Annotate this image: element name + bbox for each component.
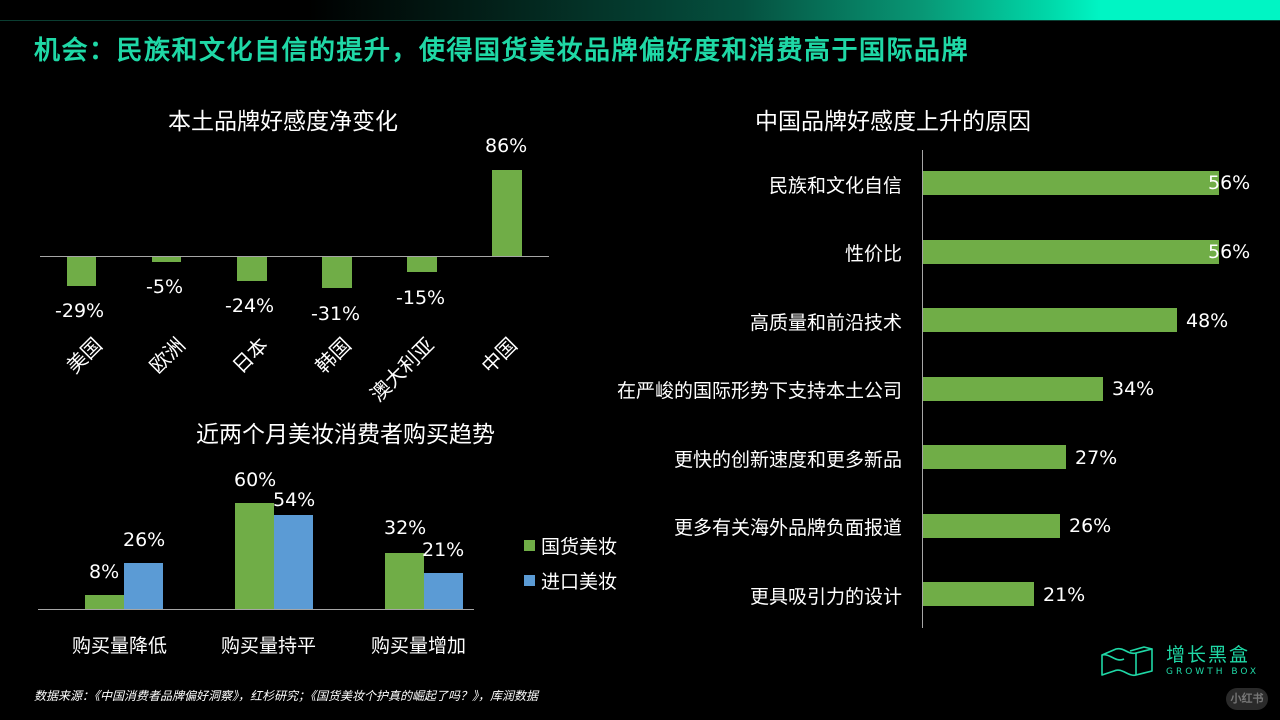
- header-divider: [0, 20, 1280, 21]
- chart2-baseline: [38, 609, 474, 610]
- chart3-bar-3: [923, 377, 1103, 401]
- chart2-value-decrease-imported: 26%: [123, 529, 166, 551]
- chart3-value-0: 56%: [1208, 172, 1251, 194]
- chart2-value-increase-imported: 21%: [422, 539, 465, 561]
- chart2-bar-increase-imported: [424, 573, 463, 609]
- chart2-value-flat-domestic: 60%: [234, 469, 277, 491]
- legend-label: 进口美妆: [541, 571, 618, 593]
- chart1-value-australia: -15%: [396, 287, 446, 309]
- chart2-value-flat-imported: 54%: [273, 489, 316, 511]
- chart1-bar-korea: [322, 257, 352, 288]
- logo-chinese-name: 增长黑盒: [1166, 644, 1251, 666]
- chart3-value-4: 27%: [1075, 447, 1118, 469]
- chart2-bar-flat-imported: [274, 515, 313, 609]
- chart2-category-increase: 购买量增加: [371, 635, 467, 657]
- chart1-category-japan: 日本: [227, 332, 273, 379]
- chart1-baseline: [40, 256, 549, 257]
- chart2-value-decrease-domestic: 8%: [89, 561, 120, 583]
- chart3-bar-4: [923, 445, 1066, 469]
- chart3-label-2: 高质量和前沿技术: [749, 312, 902, 334]
- chart1-bar-japan: [237, 257, 267, 281]
- chart1-category-europe: 欧洲: [144, 332, 190, 379]
- chart1-value-usa: -29%: [55, 300, 105, 322]
- chart3-value-6: 21%: [1043, 584, 1086, 606]
- chart3-bar-5: [923, 514, 1060, 538]
- chart1-bar-china: [492, 170, 522, 256]
- chart2-bar-decrease-imported: [124, 563, 163, 609]
- page-title: 机会：民族和文化自信的提升，使得国货美妆品牌偏好度和消费高于国际品牌: [34, 36, 970, 66]
- chart1-value-china: 86%: [485, 135, 528, 157]
- chart3-label-0: 民族和文化自信: [768, 175, 902, 197]
- chart2-legend-imported: 进口美妆: [524, 567, 617, 594]
- chart3-label-1: 性价比: [844, 243, 902, 265]
- chart3-value-3: 34%: [1112, 378, 1155, 400]
- chart2-category-decrease: 购买量降低: [72, 635, 168, 657]
- chart2-title: 近两个月美妆消费者购买趋势: [196, 422, 495, 448]
- chart2-bar-increase-domestic: [385, 553, 424, 609]
- chart1-category-usa: 美国: [61, 332, 107, 379]
- chart3-label-5: 更多有关海外品牌负面报道: [673, 517, 902, 539]
- chart2-value-increase-domestic: 32%: [384, 517, 427, 539]
- legend-swatch-blue: [524, 575, 535, 586]
- chart2-legend-domestic: 国货美妆: [524, 532, 617, 559]
- growth-box-logo: 增长黑盒 GROWTH BOX: [1100, 645, 1259, 677]
- box-logo-icon: [1101, 646, 1153, 677]
- legend-swatch-green: [524, 540, 535, 551]
- chart3-label-3: 在严峻的国际形势下支持本土公司: [616, 380, 902, 402]
- logo-english-name: GROWTH BOX: [1166, 667, 1260, 677]
- chart1-category-korea: 韩国: [310, 332, 356, 379]
- chart1-category-australia: 澳大利亚: [365, 332, 439, 407]
- chart2-bar-flat-domestic: [235, 503, 274, 609]
- chart1-value-korea: -31%: [311, 303, 361, 325]
- legend-label: 国货美妆: [541, 536, 618, 558]
- chart3-label-4: 更快的创新速度和更多新品: [673, 449, 902, 471]
- chart3-bar-6: [923, 582, 1034, 606]
- chart1-bar-europe: [152, 257, 181, 262]
- chart1-category-china: 中国: [476, 332, 522, 379]
- chart1-value-japan: -24%: [225, 295, 275, 317]
- chart3-bar-1: [923, 240, 1219, 264]
- data-source-note: 数据来源：《中国消费者品牌偏好洞察》，红杉研究；《国货美妆个护真的崛起了吗？》，…: [34, 689, 539, 703]
- chart3-value-1: 56%: [1208, 241, 1251, 263]
- header-gradient-bar: [0, 0, 1280, 20]
- chart1-title: 本土品牌好感度净变化: [168, 109, 398, 135]
- chart1-value-europe: -5%: [146, 276, 183, 298]
- chart2-category-flat: 购买量持平: [221, 635, 317, 657]
- chart3-value-5: 26%: [1069, 515, 1112, 537]
- chart3-title: 中国品牌好感度上升的原因: [755, 109, 1031, 135]
- chart1-bar-usa: [67, 257, 96, 286]
- chart1-bar-australia: [407, 257, 437, 272]
- chart3-value-2: 48%: [1186, 310, 1229, 332]
- xiaohongshu-watermark: 小红书: [1226, 688, 1268, 710]
- chart2-bar-decrease-domestic: [85, 595, 124, 609]
- chart3-bar-0: [923, 171, 1219, 195]
- chart3-bar-2: [923, 308, 1177, 332]
- chart3-axis: [922, 150, 923, 628]
- chart3-label-6: 更具吸引力的设计: [749, 586, 902, 608]
